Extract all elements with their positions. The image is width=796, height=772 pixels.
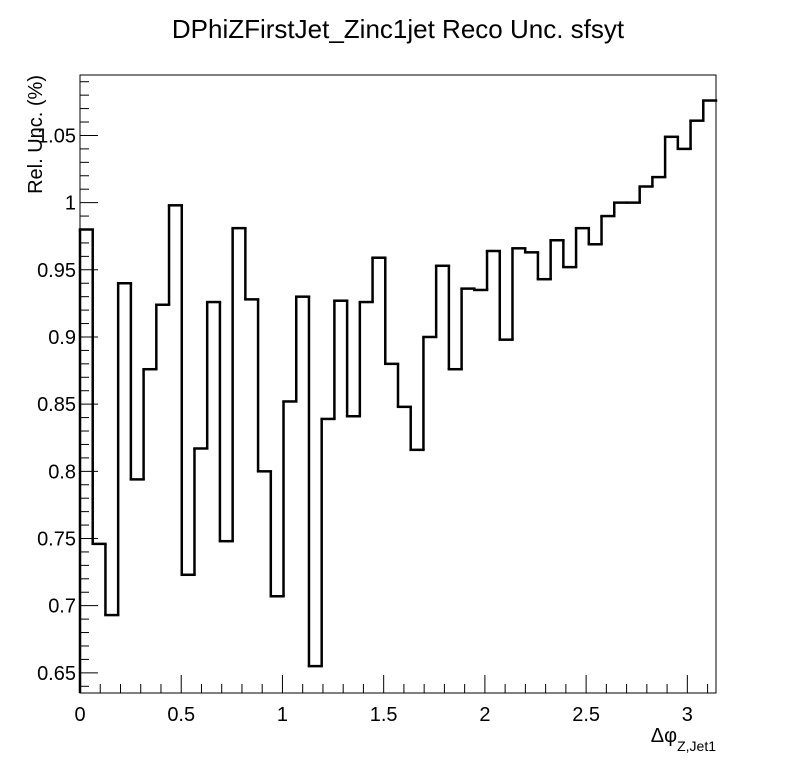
chart-title: DPhiZFirstJet_Zinc1jet Reco Unc. sfsyt <box>172 14 625 44</box>
y-tick-label: 0.95 <box>37 260 76 282</box>
y-axis: 0.65 0.7 0.75 0.8 0.85 0.9 0.95 1 1.05 <box>37 81 98 687</box>
x-axis-label-main: Δφ <box>651 725 677 747</box>
x-axis-label: ΔφZ,Jet1 <box>651 725 716 754</box>
x-tick-label: 2 <box>479 704 490 726</box>
y-axis-label: Rel. Unc. (%) <box>25 75 47 194</box>
x-tick-label: 1.5 <box>370 704 398 726</box>
x-axis: 0 0.5 1 1.5 2 2.5 3 <box>74 675 709 726</box>
x-tick-label: 1 <box>277 704 288 726</box>
y-tick-label: 0.75 <box>37 529 76 551</box>
x-tick-label: 0.5 <box>167 704 195 726</box>
x-axis-label-subscript: Z,Jet1 <box>677 738 716 754</box>
histogram-series <box>78 99 718 693</box>
y-tick-label: 0.9 <box>48 327 76 349</box>
x-tick-label: 3 <box>682 704 693 726</box>
y-tick-label: 0.7 <box>48 596 76 618</box>
y-tick-label: 1.05 <box>37 125 76 147</box>
y-tick-label: 1 <box>65 193 76 215</box>
x-tick-label: 2.5 <box>572 704 600 726</box>
x-tick-label: 0 <box>74 704 85 726</box>
y-tick-label: 0.65 <box>37 663 76 685</box>
y-tick-label: 0.8 <box>48 461 76 483</box>
y-tick-label: 0.85 <box>37 394 76 416</box>
